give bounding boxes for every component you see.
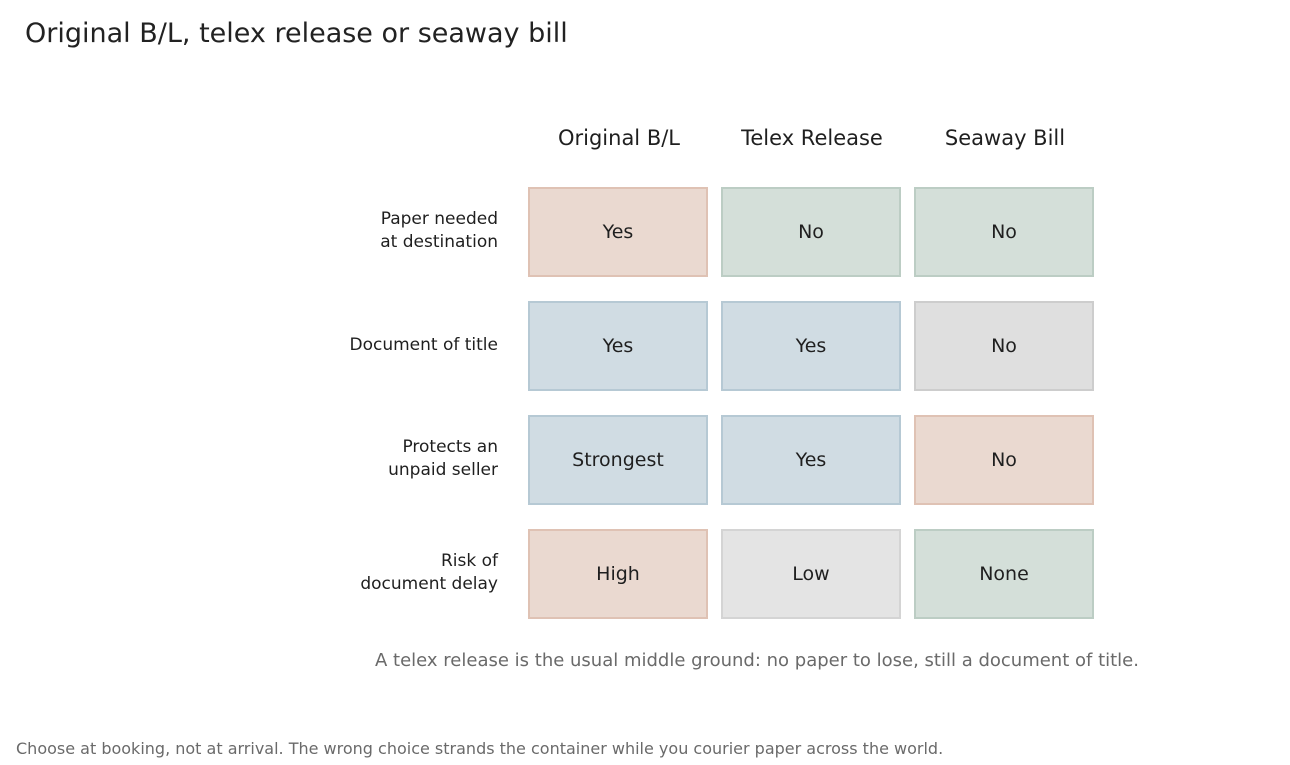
grid-cell: No <box>914 301 1094 391</box>
grid-cell: Yes <box>721 301 901 391</box>
row-label-line: Protects an <box>402 437 498 457</box>
grid-cell: No <box>721 187 901 277</box>
column-header: Telex Release <box>741 126 883 150</box>
page-title: Original B/L, telex release or seaway bi… <box>25 18 568 49</box>
row-label-line: Paper needed <box>380 209 498 229</box>
grid-cell: No <box>914 187 1094 277</box>
grid-cell: None <box>914 529 1094 619</box>
row-label: Paper needed at destination <box>278 208 498 254</box>
row-label-line: Document of title <box>349 334 498 355</box>
row-label-line: Risk of <box>440 551 498 571</box>
row-label-line: unpaid seller <box>388 460 498 480</box>
footer-caption: Choose at booking, not at arrival. The w… <box>16 739 944 758</box>
row-label: Protects an unpaid seller <box>278 436 498 482</box>
grid-cell: Yes <box>528 187 708 277</box>
row-label: Risk of document delay <box>278 550 498 596</box>
grid-cell: Strongest <box>528 415 708 505</box>
grid-cell: Yes <box>721 415 901 505</box>
row-label: Document of title <box>278 334 498 357</box>
row-label-line: document delay <box>360 574 498 594</box>
grid-cell: Yes <box>528 301 708 391</box>
column-header: Original B/L <box>557 126 681 150</box>
column-header: Seaway Bill <box>944 126 1066 150</box>
row-label-line: at destination <box>380 232 498 252</box>
grid-cell: High <box>528 529 708 619</box>
summary-note: A telex release is the usual middle grou… <box>375 650 1139 671</box>
grid-cell: No <box>914 415 1094 505</box>
grid-cell: Low <box>721 529 901 619</box>
